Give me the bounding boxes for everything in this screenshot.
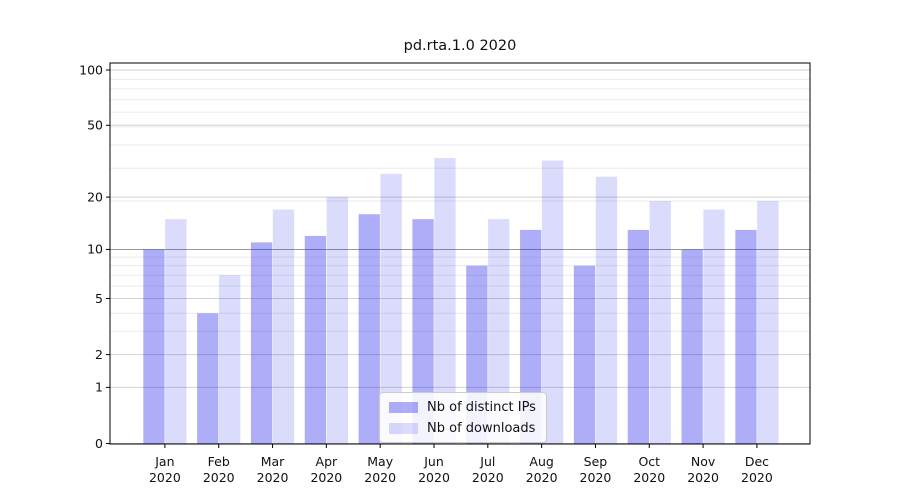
bar-distinct-ips-mar	[250, 242, 273, 444]
x-tick-label-year: 2020	[687, 470, 719, 485]
x-tick-label-month: Aug	[529, 454, 553, 469]
plot-border	[109, 62, 811, 445]
bar-distinct-ips-apr	[304, 235, 327, 444]
x-tick-label-month: Jun	[423, 454, 444, 469]
bar-distinct-ips-jan	[143, 249, 165, 444]
x-tick-label-year: 2020	[526, 470, 558, 485]
bar-downloads-dec	[757, 201, 779, 444]
bar-downloads-apr	[326, 197, 348, 444]
bar-distinct-ips-feb	[197, 313, 219, 444]
bar-downloads-oct	[649, 201, 671, 444]
bar-distinct-ips-sep	[573, 265, 596, 444]
y-tick-label: 2	[95, 347, 103, 362]
x-tick-label-year: 2020	[203, 470, 235, 485]
y-tick-label: 1	[95, 380, 103, 395]
bar-distinct-ips-may	[358, 214, 380, 444]
bar-distinct-ips-nov	[681, 249, 703, 444]
bar-downloads-mar	[272, 209, 295, 444]
bar-downloads-sep	[595, 176, 618, 444]
legend: Nb of distinct IPs Nb of downloads	[379, 392, 547, 443]
x-tick-label-month: May	[367, 454, 393, 469]
y-tick-label: 0	[95, 436, 103, 451]
x-tick-label-year: 2020	[149, 470, 181, 485]
y-tick-label: 5	[95, 291, 103, 306]
bar-distinct-ips-oct	[627, 229, 649, 444]
bar-downloads-jul	[488, 219, 510, 444]
bar-distinct-ips-aug	[520, 229, 542, 444]
y-tick-label: 100	[79, 62, 103, 77]
x-tick-label-month: Oct	[638, 454, 660, 469]
legend-item-downloads: Nb of downloads	[389, 419, 536, 437]
bar-downloads-aug	[541, 160, 564, 444]
x-tick-label-year: 2020	[741, 470, 773, 485]
bar-downloads-jan	[165, 219, 187, 444]
y-tick-label: 10	[87, 242, 103, 257]
bar-downloads-may	[380, 173, 402, 444]
bar-distinct-ips-jun	[412, 219, 434, 444]
x-tick-label-year: 2020	[418, 470, 450, 485]
legend-swatch-downloads	[389, 422, 418, 434]
x-tick-label-year: 2020	[633, 470, 665, 485]
bar-distinct-ips-dec	[735, 229, 757, 444]
x-tick-label-month: Nov	[691, 454, 716, 469]
x-tick-label-year: 2020	[472, 470, 504, 485]
legend-label-distinct-ips: Nb of distinct IPs	[427, 399, 536, 415]
bar-downloads-nov	[703, 209, 725, 444]
x-tick-label-year: 2020	[580, 470, 612, 485]
x-tick-label-year: 2020	[364, 470, 396, 485]
x-tick-label-year: 2020	[257, 470, 289, 485]
bar-downloads-jun	[434, 158, 456, 444]
x-tick-label-month: Mar	[261, 454, 285, 469]
x-tick-label-month: Jan	[154, 454, 174, 469]
x-tick-label-year: 2020	[310, 470, 342, 485]
x-tick-label-month: Feb	[208, 454, 230, 469]
y-tick-label: 20	[87, 189, 103, 204]
legend-item-distinct-ips: Nb of distinct IPs	[389, 398, 536, 416]
legend-label-downloads: Nb of downloads	[427, 420, 536, 436]
x-tick-label-month: Jul	[479, 454, 495, 469]
chart-title: pd.rta.1.0 2020	[403, 38, 517, 54]
x-tick-label-month: Sep	[584, 454, 608, 469]
x-tick-label-month: Dec	[745, 454, 769, 469]
x-tick-label-month: Apr	[316, 454, 338, 469]
y-tick-label: 50	[87, 118, 103, 133]
legend-swatch-distinct-ips	[389, 401, 418, 413]
bar-downloads-feb	[219, 275, 241, 444]
